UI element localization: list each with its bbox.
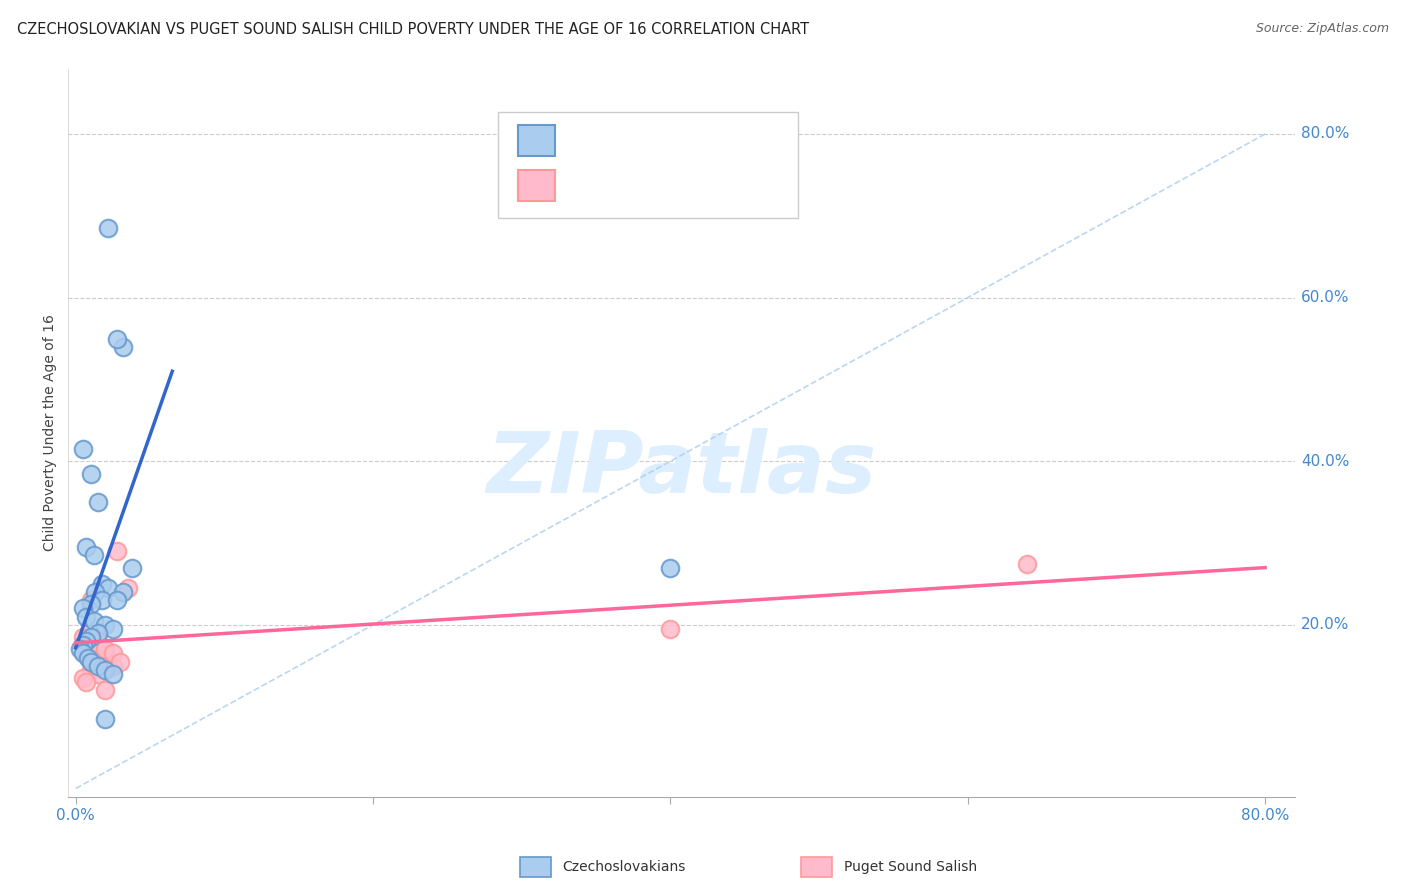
Point xyxy=(91,577,114,591)
Point xyxy=(87,658,110,673)
Text: 80.0%: 80.0% xyxy=(1301,127,1350,142)
Point xyxy=(79,647,101,661)
Point xyxy=(87,495,110,509)
Point xyxy=(97,581,120,595)
Point xyxy=(105,593,128,607)
Point xyxy=(84,585,107,599)
Point xyxy=(75,642,97,657)
Point xyxy=(72,638,94,652)
FancyBboxPatch shape xyxy=(519,170,555,201)
Point xyxy=(101,658,124,673)
Point xyxy=(97,221,120,235)
Point xyxy=(72,638,94,652)
Point xyxy=(83,549,105,563)
Point xyxy=(112,340,135,354)
Point xyxy=(72,671,94,685)
Point xyxy=(87,626,110,640)
Point xyxy=(112,585,135,599)
Text: CZECHOSLOVAKIAN VS PUGET SOUND SALISH CHILD POVERTY UNDER THE AGE OF 16 CORRELAT: CZECHOSLOVAKIAN VS PUGET SOUND SALISH CH… xyxy=(17,22,808,37)
Text: 60.0%: 60.0% xyxy=(1301,290,1350,305)
Point xyxy=(101,647,124,661)
Point xyxy=(659,622,682,636)
FancyBboxPatch shape xyxy=(519,125,555,156)
Point xyxy=(117,581,139,595)
Point xyxy=(121,560,143,574)
Point xyxy=(87,667,110,681)
Point xyxy=(72,442,94,456)
Point xyxy=(94,712,117,726)
Point xyxy=(79,630,101,644)
Point xyxy=(87,650,110,665)
Point xyxy=(79,630,101,644)
Point xyxy=(79,655,101,669)
Point xyxy=(94,655,117,669)
Point xyxy=(105,331,128,345)
Point xyxy=(75,609,97,624)
Point xyxy=(75,675,97,690)
Point xyxy=(83,614,105,628)
Point xyxy=(76,650,98,665)
Point xyxy=(87,638,110,652)
Text: N = 23: N = 23 xyxy=(683,178,737,194)
Text: N = 34: N = 34 xyxy=(683,133,737,148)
Point xyxy=(94,618,117,632)
Point xyxy=(79,598,101,612)
Point xyxy=(79,663,101,677)
Text: 40.0%: 40.0% xyxy=(1301,454,1350,468)
Point xyxy=(94,642,117,657)
Text: Source: ZipAtlas.com: Source: ZipAtlas.com xyxy=(1256,22,1389,36)
Point xyxy=(659,560,682,574)
Point xyxy=(69,642,91,657)
Text: Czechoslovakians: Czechoslovakians xyxy=(562,860,686,874)
Text: R = 0.205: R = 0.205 xyxy=(569,178,647,194)
Point xyxy=(94,663,117,677)
Point xyxy=(91,593,114,607)
Point xyxy=(79,593,101,607)
Point xyxy=(101,622,124,636)
Point xyxy=(94,683,117,698)
FancyBboxPatch shape xyxy=(498,112,799,218)
Point xyxy=(1017,557,1039,571)
Text: ZIPatlas: ZIPatlas xyxy=(486,427,877,510)
Point xyxy=(105,544,128,558)
Point xyxy=(87,634,110,648)
Text: R = 0.390: R = 0.390 xyxy=(569,133,647,148)
Point xyxy=(79,467,101,481)
Point xyxy=(101,667,124,681)
Point xyxy=(75,634,97,648)
Point xyxy=(72,601,94,615)
Point xyxy=(72,630,94,644)
Y-axis label: Child Poverty Under the Age of 16: Child Poverty Under the Age of 16 xyxy=(44,314,58,551)
Text: Puget Sound Salish: Puget Sound Salish xyxy=(844,860,977,874)
Point xyxy=(75,540,97,554)
Point xyxy=(110,655,132,669)
Text: 20.0%: 20.0% xyxy=(1301,617,1350,632)
Point xyxy=(72,647,94,661)
